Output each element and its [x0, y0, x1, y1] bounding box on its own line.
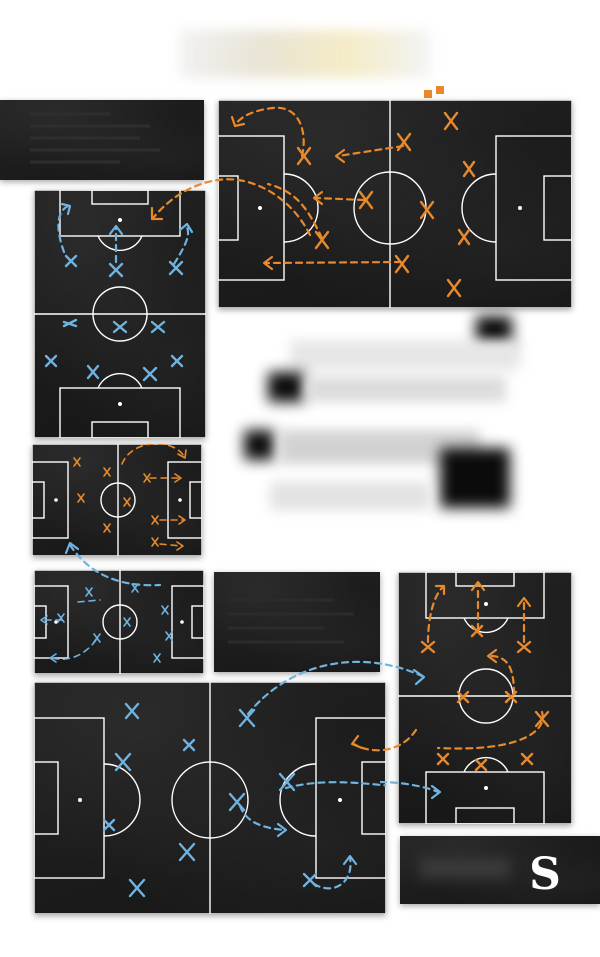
center-blurred-text-8 — [270, 482, 430, 510]
text-panel-top — [0, 100, 204, 180]
center-blurred-text-2 — [290, 340, 520, 370]
center-blurred-text-7 — [440, 448, 510, 508]
dashed-arrow-icon — [340, 720, 420, 760]
dashed-arrow-icon — [380, 770, 450, 810]
header-accent-mark — [424, 90, 432, 98]
player-x-icon — [298, 113, 474, 296]
player-x-icon — [422, 626, 548, 770]
logo-s-icon: S — [520, 852, 570, 898]
center-blurred-text-3 — [268, 372, 304, 402]
player-x-icon — [58, 584, 172, 662]
text-panel-lines — [0, 100, 204, 180]
center-blurred-text-5 — [244, 430, 274, 460]
dashed-arrow-icon — [41, 600, 100, 662]
dashed-arrow-icon — [240, 652, 440, 722]
center-blurred-text-4 — [306, 376, 506, 402]
logo-panel-blurred-text — [420, 858, 510, 878]
player-x-icon — [46, 256, 182, 380]
player-x-icon — [74, 458, 158, 546]
dashed-arrow-icon — [140, 175, 320, 245]
dashed-arrow-icon — [60, 535, 170, 595]
header-accent-mark-2 — [436, 86, 444, 94]
header-blurred-title — [180, 30, 430, 78]
